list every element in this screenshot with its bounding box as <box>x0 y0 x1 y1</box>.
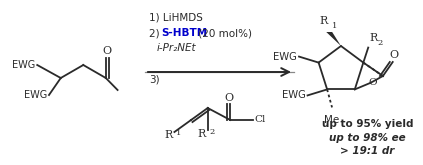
Text: R: R <box>319 16 327 26</box>
Text: 1: 1 <box>176 129 182 137</box>
Text: Me: Me <box>324 115 340 125</box>
Text: O: O <box>368 78 377 87</box>
Text: 2: 2 <box>210 128 215 136</box>
Text: R: R <box>198 129 206 139</box>
Text: R: R <box>164 130 173 140</box>
Text: S-HBTM: S-HBTM <box>162 28 208 38</box>
Text: 3): 3) <box>149 75 159 85</box>
Text: up to 98% ee: up to 98% ee <box>329 133 406 143</box>
Text: 2: 2 <box>377 39 382 47</box>
Text: up to 95% yield: up to 95% yield <box>321 119 413 129</box>
Text: EWG: EWG <box>273 52 297 62</box>
Text: Cl: Cl <box>255 115 266 125</box>
Polygon shape <box>326 32 341 46</box>
Text: EWG: EWG <box>24 90 47 100</box>
Text: (20 mol%): (20 mol%) <box>195 28 252 38</box>
Text: 1) LiHMDS: 1) LiHMDS <box>149 13 203 23</box>
Text: > 19:1 dr: > 19:1 dr <box>340 146 395 156</box>
Text: R: R <box>369 33 377 43</box>
Text: 2): 2) <box>149 28 163 38</box>
Text: i-Pr₂NEt: i-Pr₂NEt <box>157 43 196 53</box>
Text: EWG: EWG <box>282 90 305 100</box>
Text: EWG: EWG <box>12 60 35 70</box>
Text: O: O <box>225 93 234 103</box>
Text: O: O <box>102 46 111 56</box>
Text: O: O <box>389 50 398 60</box>
Text: 1: 1 <box>332 22 338 30</box>
